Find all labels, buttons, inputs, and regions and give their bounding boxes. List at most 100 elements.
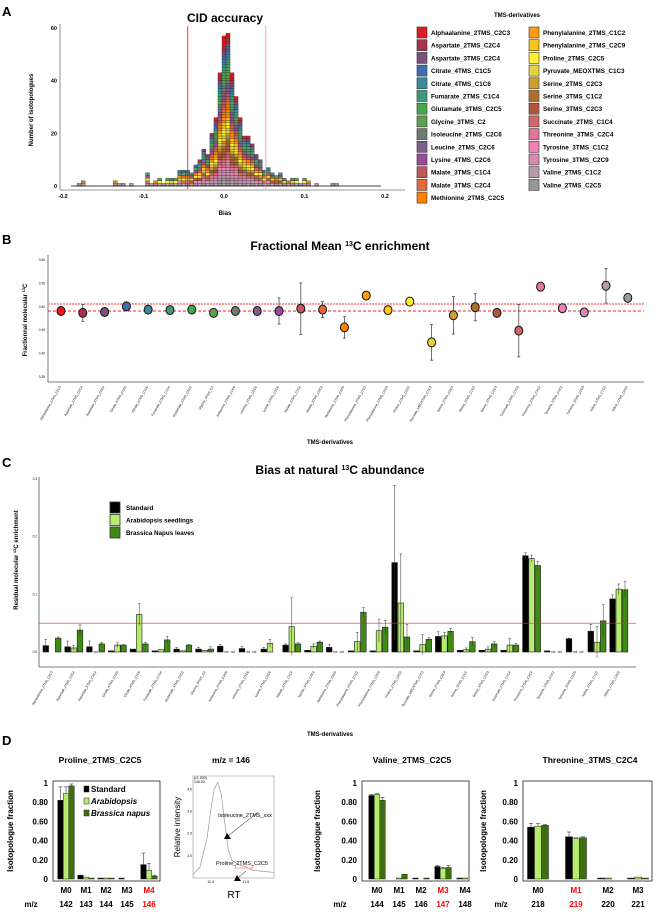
histogram-bar-segment [233, 122, 239, 126]
histogram-bar-segment [233, 146, 239, 150]
histogram-bar-segment [157, 180, 162, 184]
histogram-bar-segment [217, 177, 223, 181]
histogram-bar-segment [173, 177, 178, 181]
histogram-bar-segment [205, 175, 211, 179]
x-tick-label: Glycine_3TMS_C2 [198, 385, 215, 410]
histogram-bar-segment [237, 170, 243, 173]
histogram-bar-segment [229, 159, 235, 163]
legend-swatch [83, 785, 90, 793]
arrow-line [227, 811, 259, 837]
histogram-bar-segment [225, 175, 231, 179]
chart-a-title: CID accuracy [187, 11, 263, 25]
bar-0 [609, 598, 616, 653]
histogram-bar-segment [233, 159, 239, 163]
histogram-bar-segment [250, 170, 255, 173]
bar-1 [201, 649, 208, 653]
plot-frame [192, 775, 275, 879]
histogram-bar-segment [217, 109, 223, 113]
histogram-bar-segment [250, 156, 255, 160]
legend-label: Malate_3TMS_C2C4 [431, 182, 491, 189]
legend-label: Fumarate_2TMS_C1C4 [431, 94, 500, 101]
histogram-bar-segment [241, 143, 247, 147]
histogram-bar-segment [250, 164, 255, 168]
bar-2 [621, 589, 629, 653]
histogram-bar-segment [229, 167, 235, 171]
histogram-bar-segment [233, 143, 239, 147]
histogram-bar-segment [209, 170, 215, 173]
bar-1 [534, 825, 542, 880]
histogram-bar-segment [213, 143, 219, 147]
histogram-bar-segment [233, 162, 239, 166]
histogram-bar-segment [153, 180, 158, 184]
histogram-bar-segment [233, 96, 239, 100]
y-axis-label: Isotopologue fraction [479, 790, 488, 872]
histogram-bar-segment [113, 180, 118, 184]
histogram-bar-segment [233, 154, 239, 158]
histogram-bar-segment [189, 177, 194, 181]
histogram-bar-segment [221, 159, 227, 163]
bar-0 [527, 826, 535, 880]
x-tick-label: Malate_3TMS_C1C4 [275, 670, 293, 698]
histogram-bar-segment [209, 162, 215, 166]
histogram-bar-segment [245, 177, 251, 181]
histogram-bar-segment [217, 114, 223, 118]
histogram-bar-segment [225, 180, 231, 184]
histogram-bar-segment [181, 180, 186, 184]
histogram-bar-segment [209, 143, 215, 147]
histogram-bar-segment [217, 130, 223, 134]
mz-value: 144 [370, 900, 384, 909]
y-tick-label: 0.55 [39, 281, 45, 285]
histogram-bar-segment [302, 177, 307, 181]
histogram-bar-segment [229, 125, 235, 129]
isotopologue-label: M0 [60, 886, 72, 895]
histogram-bar-segment [221, 172, 227, 176]
histogram-bar-segment [229, 162, 235, 166]
chart-c-xlabel: TMS-derivatives [307, 732, 354, 738]
histogram-bar-segment [266, 170, 271, 173]
isotopologue-label: M2 [415, 886, 427, 895]
arrow-head-icon [224, 833, 231, 839]
histogram-bar-segment [217, 175, 223, 179]
subchart-title: Threonine_3TMS_C2C4 [543, 755, 638, 765]
mz-label: m/z [24, 900, 37, 909]
histogram-bar-segment [213, 141, 219, 145]
histogram-bar-segment [278, 177, 283, 181]
histogram-bar-segment [217, 159, 223, 163]
chart-b-title-main: Fractional Mean [250, 239, 345, 253]
mz-value: 221 [631, 900, 645, 909]
x-tick-label: 0.2 [381, 194, 389, 200]
bar-2 [55, 637, 62, 653]
histogram-bar-segment [233, 133, 239, 137]
histogram-bar-segment [209, 175, 215, 179]
y-tick-label: 0.80 [32, 798, 48, 807]
histogram-bar-segment [229, 83, 235, 87]
histogram-bar-segment [241, 156, 247, 160]
histogram-bar-segment [225, 141, 231, 145]
histogram-bar-segment [250, 146, 255, 150]
histogram-bar-segment [177, 180, 182, 184]
histogram-bar-segment [258, 175, 263, 179]
bar-2 [379, 800, 386, 880]
mz-value: 142 [59, 900, 73, 909]
histogram-bar-segment [221, 75, 227, 79]
histogram-bar-segment [80, 180, 86, 184]
histogram-bar-segment [225, 130, 231, 134]
histogram-bar-segment [278, 180, 283, 184]
subchart-title: Proline_2TMS_C2C5 [59, 755, 142, 765]
legend-label: Arabidopsis seedlings [126, 518, 194, 525]
legend-label: Proline_2TMS_C2C5 [543, 55, 605, 62]
histogram-bar-segment [217, 98, 223, 102]
histogram-bar-segment [217, 170, 223, 173]
histogram-bar-segment [205, 177, 211, 181]
histogram-bar-segment [250, 148, 255, 152]
histogram-bar-segment [221, 83, 227, 87]
histogram-bar-segment [233, 180, 239, 184]
not-detected-label: nd [333, 650, 337, 654]
histogram-bar-segment [237, 177, 243, 181]
arrow-head-icon [234, 875, 241, 881]
legend-swatch [416, 153, 428, 166]
histogram-bar-segment [225, 91, 231, 94]
isotopologue-label: M4 [459, 886, 471, 895]
histogram-bar-segment [250, 180, 255, 184]
histogram-bar-segment [221, 96, 227, 100]
